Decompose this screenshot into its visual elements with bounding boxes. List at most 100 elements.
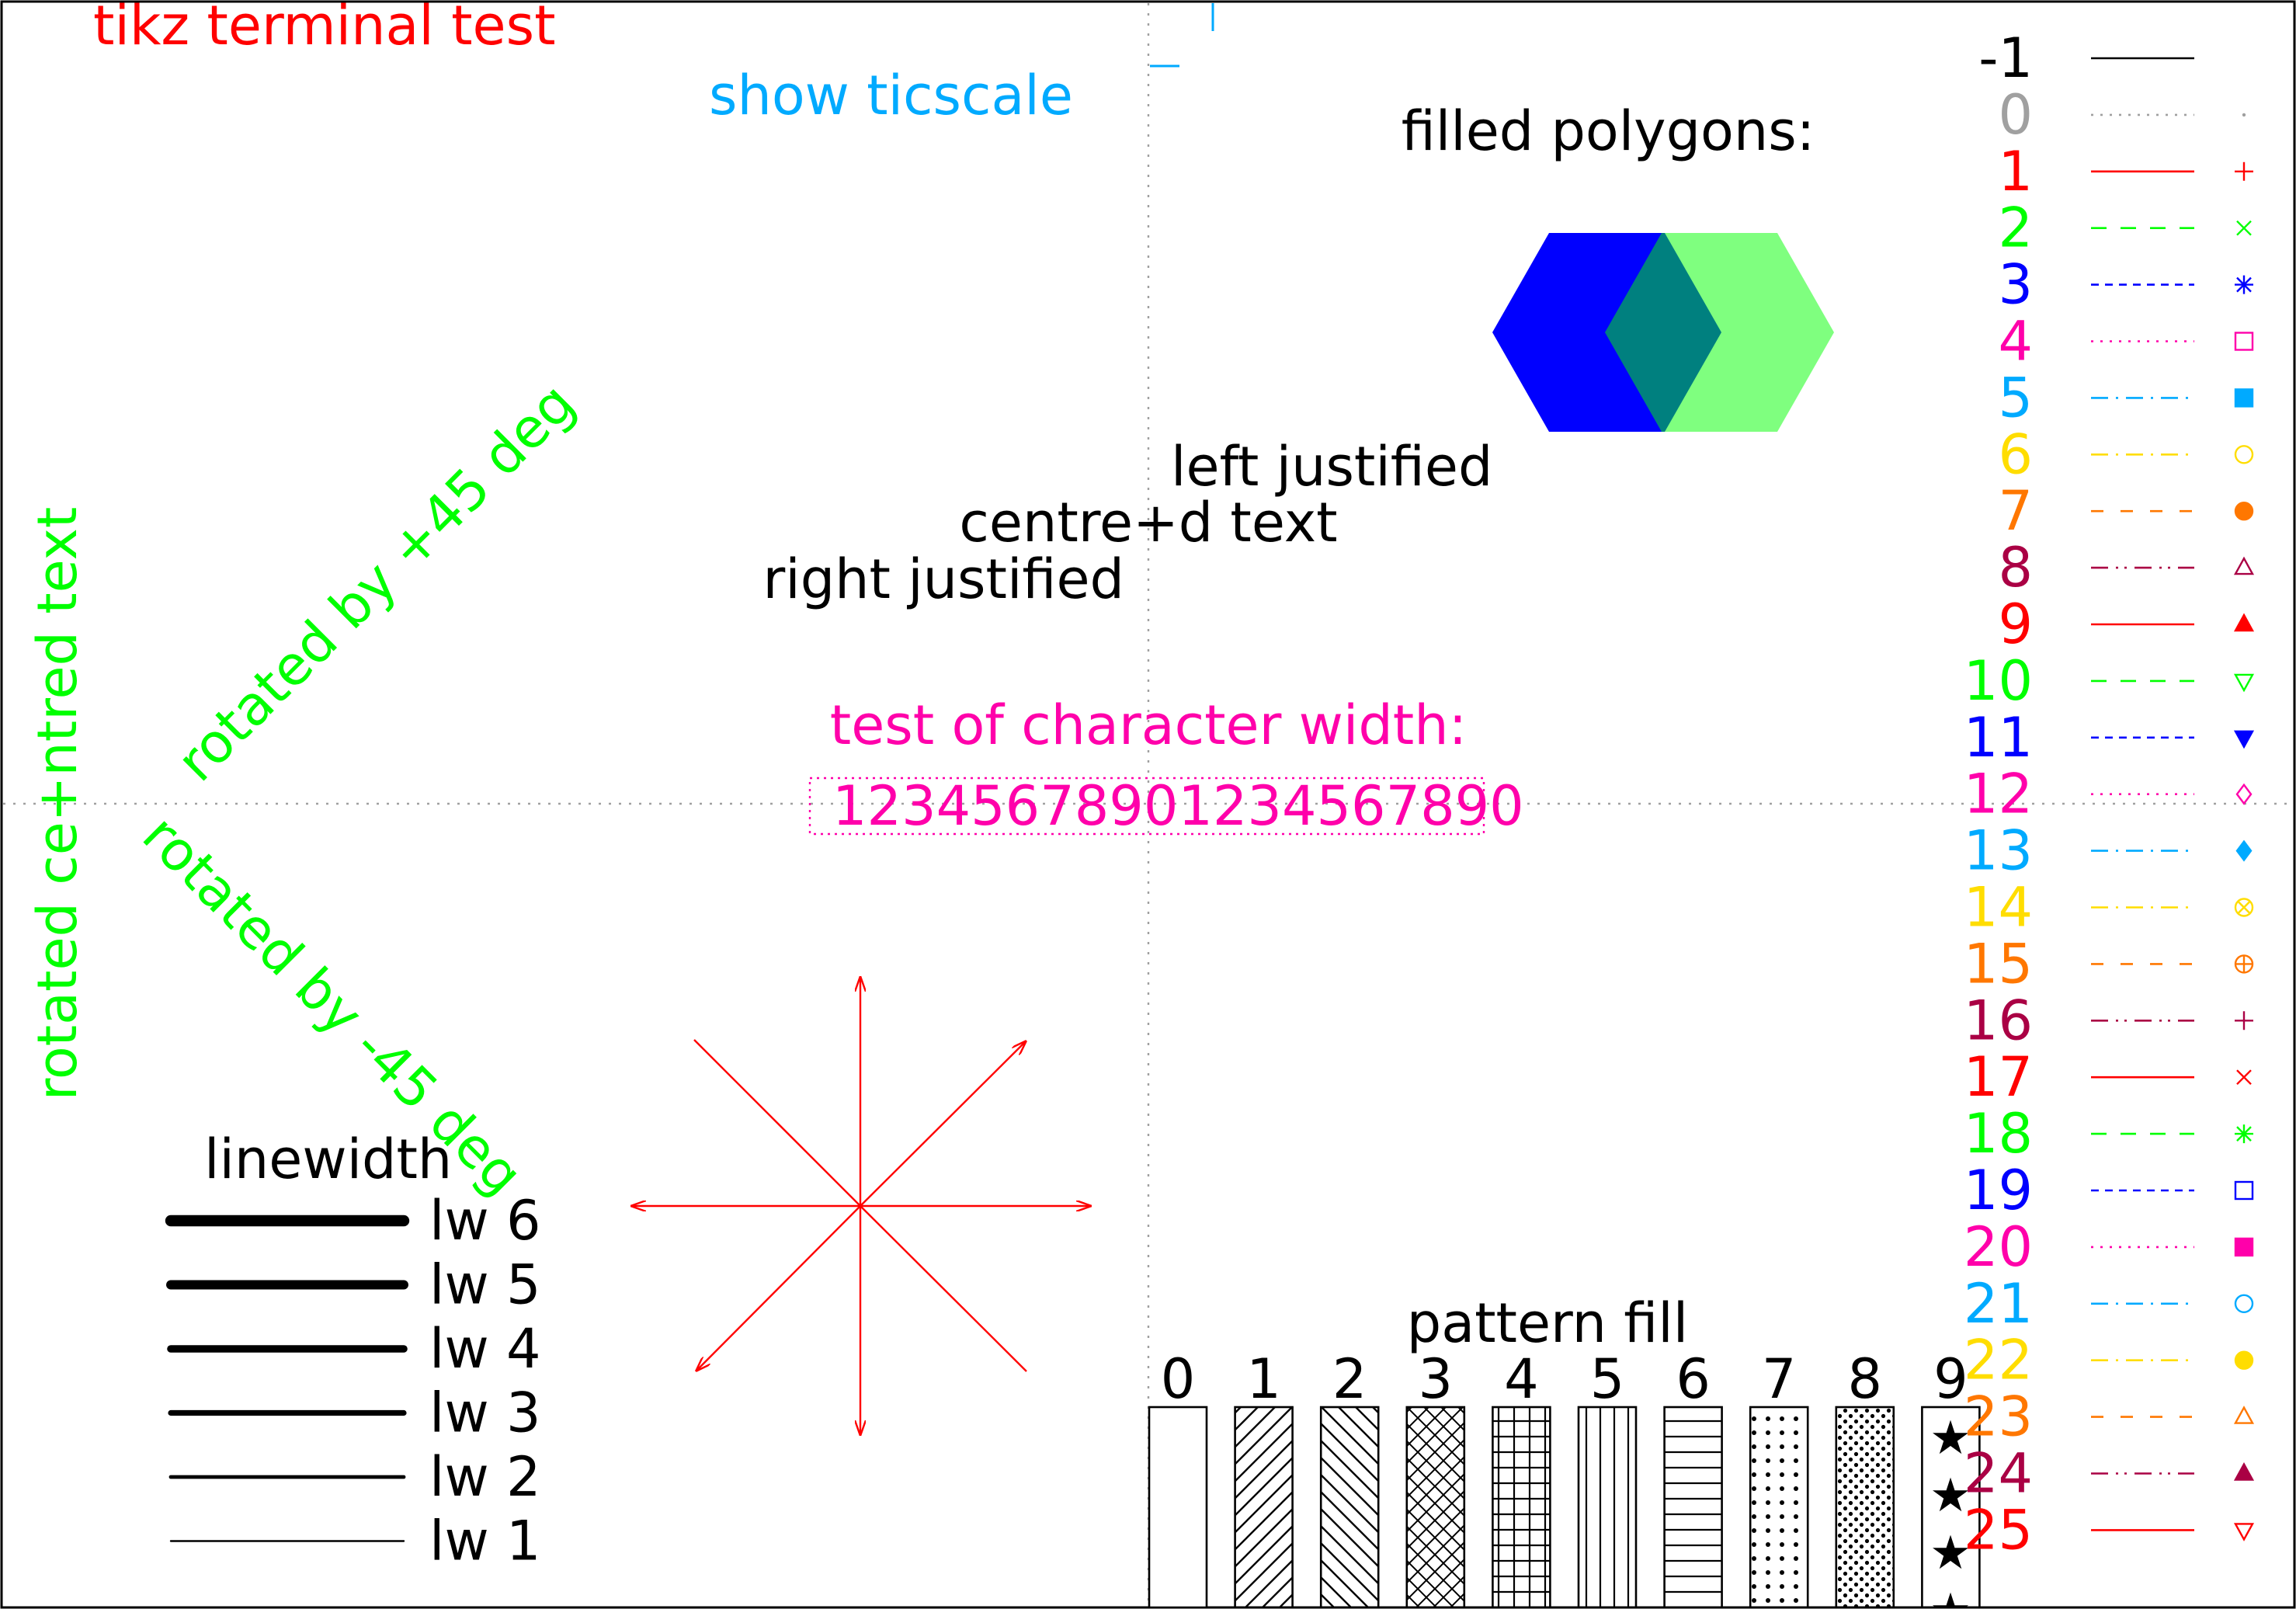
linewidth-samples: lw 6lw 5lw 4lw 3lw 2lw 1: [165, 1189, 541, 1573]
pattern-box-1: [1234, 1406, 1294, 1609]
title-text: tikz terminal test: [93, 0, 556, 57]
char-width-box: [808, 777, 1485, 836]
linetype-label-19: 18: [1964, 1102, 2033, 1166]
linetype-point-22: [2234, 1294, 2254, 1314]
linewidth-text-6: lw 6: [429, 1189, 541, 1253]
pattern-box-3: [1405, 1406, 1466, 1609]
linetype-label-13: 12: [1964, 763, 2033, 826]
linetype-point-8: [2234, 502, 2254, 521]
arrow-down-left: [696, 1205, 861, 1371]
linewidth-text-1: lw 1: [429, 1510, 541, 1573]
linetype-label-12: 11: [1964, 706, 2033, 770]
linetype-label-25: 24: [1964, 1442, 2033, 1506]
linetype-point-9: [2233, 556, 2255, 575]
linetype-point-13: [2235, 783, 2253, 805]
pattern-number-2: 2: [1332, 1347, 1367, 1411]
linetype-label-24: 23: [1964, 1385, 2033, 1449]
linetype-point-24: [2233, 1406, 2255, 1424]
green-hexagon: [1605, 233, 1834, 432]
rotated-plus45-text: rotated by +45 deg: [165, 371, 587, 794]
pattern-box-9: [1921, 1406, 1981, 1609]
linetype-point-23: [2234, 1350, 2254, 1370]
linetype-point-12: [2233, 730, 2255, 749]
linetype-point-5: [2234, 332, 2254, 351]
pattern-number-1: 1: [1246, 1347, 1281, 1411]
pattern-number-5: 5: [1590, 1347, 1625, 1411]
linetype-point-25: [2233, 1462, 2255, 1481]
pattern-number-8: 8: [1848, 1347, 1883, 1411]
polygons-label: filled polygons:: [1402, 99, 1815, 163]
linetype-label-7: 6: [1998, 422, 2033, 486]
linetype-label-17: 16: [1964, 989, 2033, 1052]
linetype-label-11: 10: [1964, 649, 2033, 713]
linetype-label-16: 15: [1964, 932, 2033, 996]
linewidth-label: linewidth: [204, 1128, 452, 1191]
line-up-left: [693, 1039, 861, 1207]
linetype-label-8: 7: [1998, 479, 2033, 543]
linetype-label-15: 14: [1964, 876, 2033, 940]
linetype-label-23: 22: [1964, 1329, 2033, 1392]
pattern-number-9: 9: [1933, 1347, 1968, 1411]
linetype-label-10: 9: [1998, 593, 2033, 656]
pattern-number-3: 3: [1419, 1347, 1454, 1411]
linetype-point-16: [2234, 954, 2254, 974]
linetype-point-7: [2234, 445, 2254, 464]
linetype-point-6: [2234, 388, 2254, 408]
linetype-label-18: 17: [1964, 1045, 2033, 1109]
right-justified-text: right justified: [763, 547, 1125, 611]
linetype-label-14: 13: [1964, 819, 2033, 883]
linetype-point-10: [2233, 613, 2255, 632]
linetype-point-15: [2234, 898, 2254, 917]
rotated-vertical-text: rotated ce+ntred text: [26, 507, 89, 1101]
arrow-star: [630, 976, 1092, 1436]
linewidth-text-2: lw 2: [429, 1445, 541, 1509]
pattern-box-6: [1663, 1406, 1723, 1609]
linewidth-text-5: lw 5: [429, 1253, 541, 1317]
linetype-point-21: [2234, 1237, 2254, 1257]
pattern-box-5: [1577, 1406, 1638, 1609]
linetype-label-26: 25: [1964, 1498, 2033, 1562]
linetype-point-18: [2236, 1069, 2252, 1086]
linetype-point-2: [2235, 162, 2253, 181]
linetype-label-1: 0: [1998, 83, 2033, 147]
char-width-digits: 12345678901234567890: [832, 774, 1524, 838]
linetype-point-20: [2234, 1180, 2254, 1201]
linetype-label-5: 4: [1998, 310, 2033, 374]
linetype-label-22: 21: [1964, 1272, 2033, 1336]
linetype-label-0: -1: [1978, 26, 2033, 90]
arrow-up-right: [860, 1041, 1026, 1207]
pattern-box-0: [1148, 1406, 1208, 1609]
pattern-number-0: 0: [1161, 1347, 1196, 1411]
centred-text: centre+d text: [959, 491, 1337, 554]
linetype-point-19: [2235, 1124, 2253, 1144]
linetype-label-6: 5: [1998, 366, 2033, 429]
linetype-point-4: [2235, 275, 2253, 294]
line-down-right: [860, 1205, 1027, 1372]
linetype-label-2: 1: [1998, 140, 2033, 203]
pattern-box-2: [1319, 1406, 1380, 1609]
linetype-legend: -101234567891011121314151617181920212223…: [1964, 26, 2255, 1562]
pattern-box-4: [1492, 1406, 1551, 1609]
pattern-number-7: 7: [1762, 1347, 1797, 1411]
linetype-label-9: 8: [1998, 536, 2033, 599]
linetype-point-3: [2236, 220, 2252, 236]
left-justified-text: left justified: [1171, 435, 1492, 499]
linetype-label-20: 19: [1964, 1159, 2033, 1222]
char-width-label: test of character width:: [830, 693, 1467, 757]
pattern-box-7: [1749, 1406, 1809, 1609]
linewidth-text-3: lw 3: [429, 1381, 541, 1445]
linetype-point-11: [2233, 673, 2255, 693]
linetype-point-1: [2242, 113, 2246, 117]
pattern-number-4: 4: [1504, 1347, 1539, 1411]
linetype-point-14: [2235, 839, 2253, 862]
linetype-label-3: 2: [1998, 196, 2033, 260]
linewidth-text-4: lw 4: [429, 1317, 541, 1381]
ticscale-label: show ticscale: [709, 64, 1073, 127]
linetype-label-4: 3: [1998, 253, 2033, 317]
pattern-fill-label: pattern fill: [1407, 1291, 1688, 1355]
linetype-point-17: [2235, 1011, 2253, 1030]
